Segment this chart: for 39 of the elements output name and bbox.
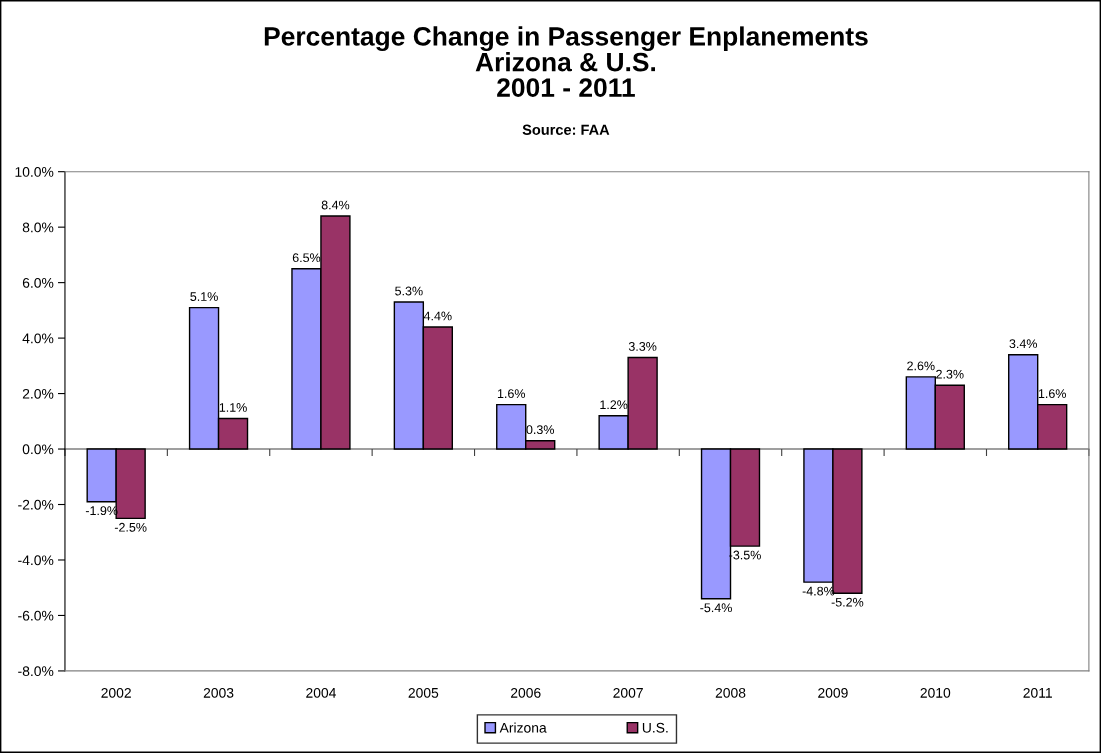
chart-title: Percentage Change in Passenger Enplanements Arizona & U.S. 2001 - 2011 [264,26,868,97]
source-note: Source: FAA [522,124,610,135]
y-tick-label: -6.0% [18,610,54,621]
legend-label: U.S. [642,722,668,733]
y-tick-label: -2.0% [18,499,54,510]
data-label: 4.4% [423,311,452,321]
x-tick-label: 2007 [613,687,643,698]
data-label: 3.3% [628,342,657,351]
data-label: 8.4% [321,200,350,210]
x-tick-label: 2005 [408,687,439,698]
y-tick-label: 4.0% [22,333,54,344]
data-label: -5.4% [700,603,732,613]
data-label: 3.4% [1009,339,1038,349]
y-tick-label: -8.0% [18,666,54,677]
x-tick-label: 2003 [203,687,234,698]
data-label: 0.3% [526,425,555,435]
data-label: -5.2% [831,597,864,607]
data-label: 1.6% [1038,389,1066,399]
y-tick-label: 10.0% [15,167,54,177]
data-label: 5.3% [395,286,423,296]
y-tick-label: -4.0% [18,555,54,566]
data-label: -2.5% [114,522,147,532]
x-tick-label: 2008 [715,687,746,698]
y-tick-label: 2.0% [22,388,54,399]
data-label: 2.6% [907,361,935,371]
data-label: 1.6% [497,389,526,399]
x-tick-label: 2011 [1023,687,1052,698]
y-tick-label: 6.0% [22,277,54,288]
x-tick-label: 2002 [101,687,131,698]
x-tick-label: 2010 [920,687,951,698]
legend-label: Arizona [499,722,547,733]
x-tick-label: 2009 [818,687,848,698]
y-tick-label: 0.0% [22,444,54,455]
data-label: 1.1% [219,403,247,412]
data-label: 2.3% [936,369,964,379]
data-label: 5.1% [190,292,218,301]
y-tick-label: 8.0% [22,222,54,233]
x-tick-label: 2006 [510,687,541,698]
x-tick-label: 2004 [306,687,336,698]
